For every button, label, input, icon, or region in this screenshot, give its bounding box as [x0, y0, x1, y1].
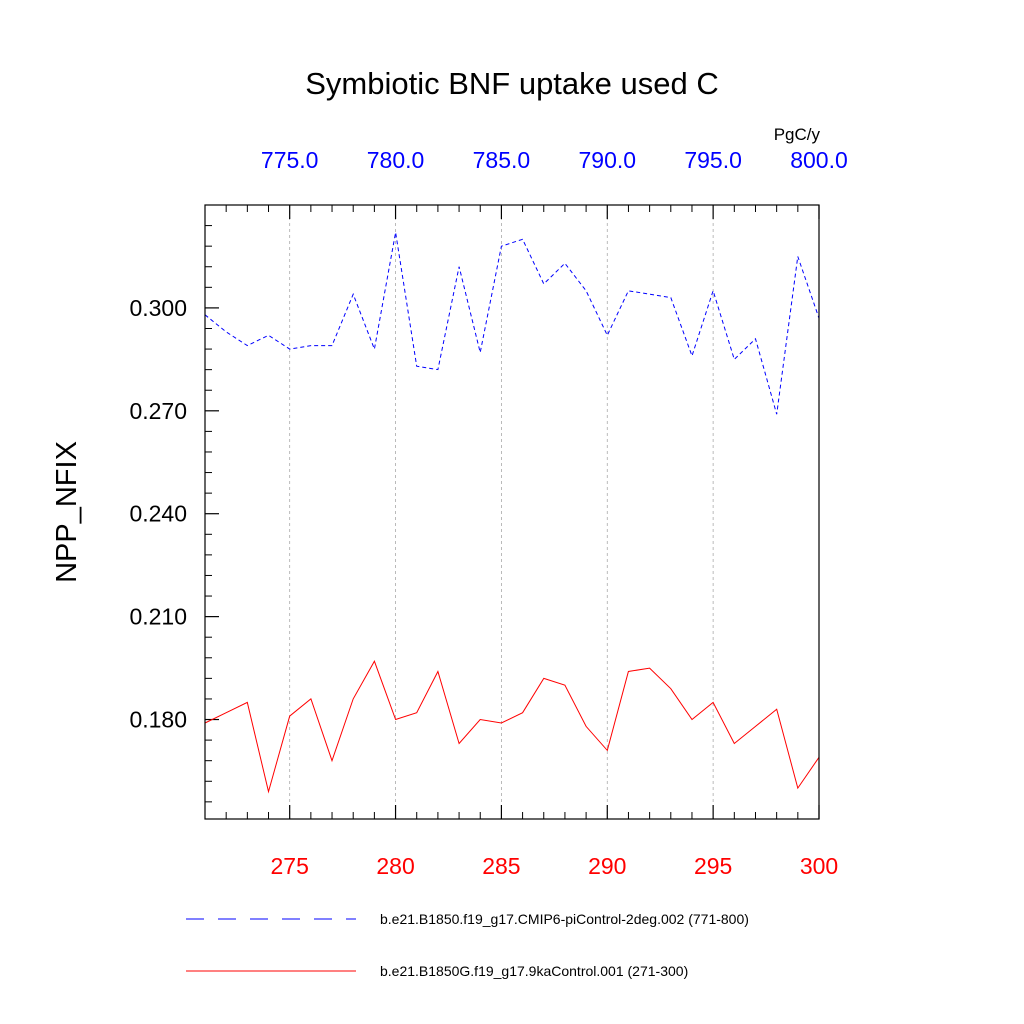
x-tick-label: 275 — [271, 853, 309, 879]
x-tick-label: 295 — [694, 853, 732, 879]
legend-label-2: b.e21.B1850G.f19_g17.9kaControl.001 (271… — [380, 963, 688, 979]
x-top-tick-label: 800.0 — [790, 147, 848, 173]
x-tick-label: 290 — [588, 853, 626, 879]
y-tick-label: 0.270 — [129, 398, 187, 424]
major-ticks — [205, 205, 820, 819]
y-tick-label: 0.300 — [129, 295, 187, 321]
tick-labels: 275 280 285 290 295 300 775.0 780.0 785.0 790.0 79… — [129, 147, 847, 879]
minor-ticks — [204, 204, 799, 819]
y-tick-label: 0.210 — [129, 604, 187, 630]
x-top-tick-label: 790.0 — [578, 147, 636, 173]
grid-lines — [289, 205, 820, 819]
y-tick-label: 0.180 — [129, 707, 187, 733]
plot-frame — [204, 204, 820, 820]
units-label: PgC/y — [774, 125, 821, 144]
x-tick-label: 300 — [800, 853, 838, 879]
y-axis-label: NPP_NFIX — [51, 441, 83, 583]
x-tick-label: 285 — [482, 853, 520, 879]
x-top-tick-label: 780.0 — [367, 147, 425, 173]
chart-title: Symbiotic BNF uptake used C — [305, 66, 719, 101]
x-top-tick-label: 795.0 — [684, 147, 742, 173]
y-tick-label: 0.240 — [129, 501, 187, 527]
x-tick-label: 280 — [376, 853, 414, 879]
x-top-tick-label: 775.0 — [261, 147, 319, 173]
series-line-1 — [204, 232, 820, 415]
legend-label-1: b.e21.B1850.f19_g17.CMIP6-piControl-2deg… — [380, 911, 749, 927]
x-top-tick-label: 785.0 — [473, 147, 531, 173]
series-lines — [204, 232, 820, 794]
series-line-2 — [204, 660, 820, 794]
legend: b.e21.B1850.f19_g17.CMIP6-piControl-2deg… — [186, 911, 749, 979]
